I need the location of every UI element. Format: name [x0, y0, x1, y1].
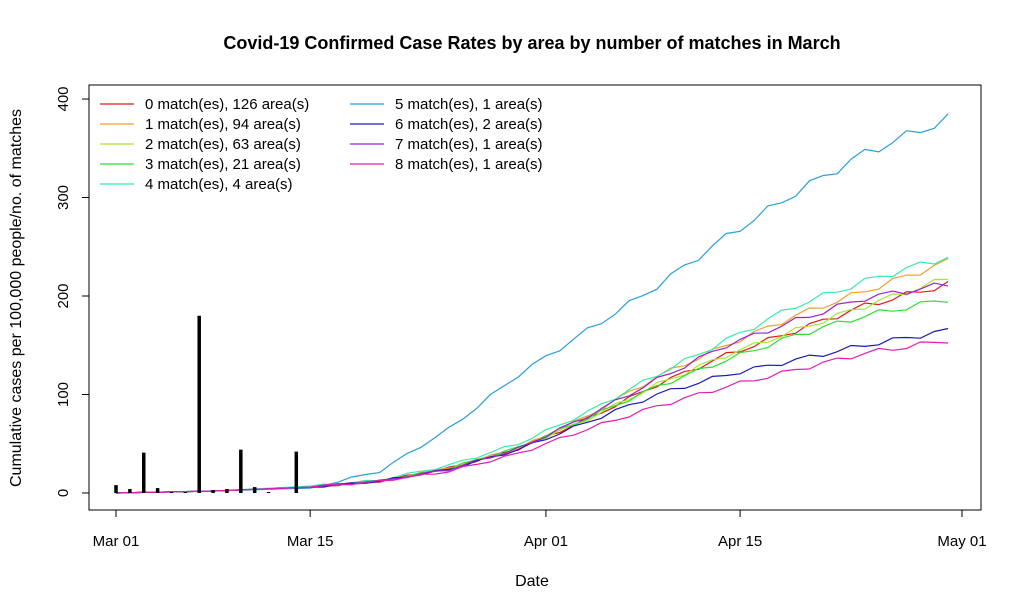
- x-tick-label: May 01: [937, 533, 986, 550]
- x-axis: Mar 01 Mar 15 Apr 01 Apr 15 May 01: [93, 510, 987, 550]
- y-tick-label: 100: [55, 382, 72, 407]
- legend-label: 2 match(es), 63 area(s): [145, 136, 301, 153]
- y-tick-label: 300: [55, 185, 72, 210]
- legend: 0 match(es), 126 area(s) 1 match(es), 94 …: [100, 96, 543, 193]
- y-axis-label: Cumulative cases per 100,000 people/no. …: [8, 109, 25, 487]
- legend-label: 1 match(es), 94 area(s): [145, 116, 301, 133]
- x-tick-label: Apr 15: [718, 533, 762, 550]
- y-tick-label: 400: [55, 86, 72, 111]
- legend-label: 0 match(es), 126 area(s): [145, 96, 309, 113]
- plot-frame: [88, 84, 982, 511]
- y-tick-label: 0: [55, 489, 72, 497]
- x-tick-label: Mar 15: [287, 533, 334, 550]
- legend-label: 3 match(es), 21 area(s): [145, 156, 301, 173]
- chart-title: Covid-19 Confirmed Case Rates by area by…: [223, 33, 840, 53]
- x-tick-label: Mar 01: [93, 533, 140, 550]
- y-tick-label: 200: [55, 283, 72, 308]
- legend-label: 5 match(es), 1 area(s): [395, 96, 543, 113]
- legend-label: 8 match(es), 1 area(s): [395, 156, 543, 173]
- x-axis-label: Date: [515, 573, 549, 590]
- spike-layer: [114, 315, 299, 493]
- legend-label: 6 match(es), 2 area(s): [395, 116, 543, 133]
- x-tick-label: Apr 01: [524, 533, 568, 550]
- legend-label: 4 match(es), 4 area(s): [145, 176, 293, 193]
- legend-label: 7 match(es), 1 area(s): [395, 136, 543, 153]
- y-axis: 0 100 200 300 400: [55, 86, 89, 497]
